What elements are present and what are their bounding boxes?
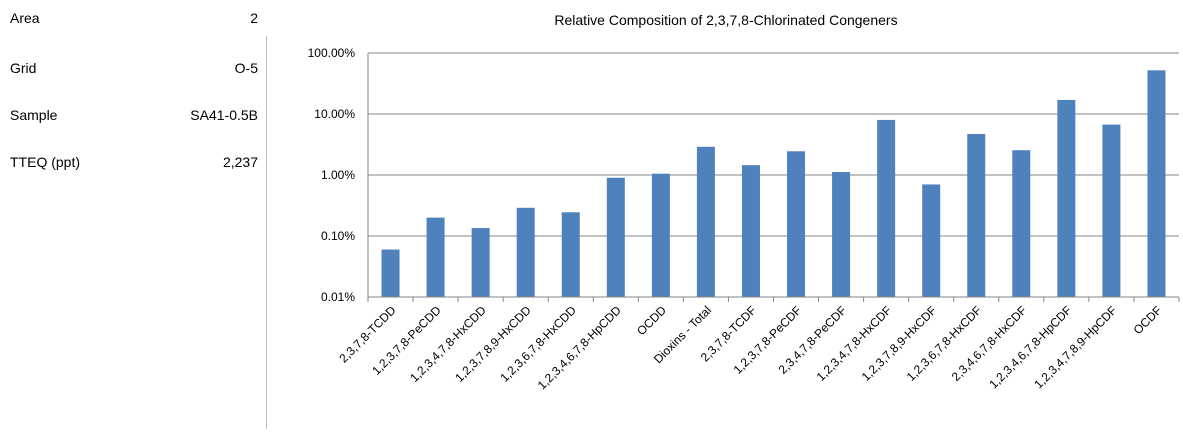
x-tick-label: 1,2,3,4,6,7,8-HpCDD — [535, 303, 624, 392]
bar — [877, 119, 896, 297]
y-tick-label: 10.00% — [314, 107, 355, 121]
info-row-tteq: TTEQ (ppt) 2,237 — [10, 154, 258, 172]
tteq-value: 2,237 — [222, 154, 258, 170]
x-tick-label: 1,2,3,6,7,8-HxCDF — [904, 303, 985, 384]
y-tick-label: 100.00% — [308, 46, 356, 60]
grid-label: Grid — [10, 60, 37, 76]
axes — [367, 53, 1180, 302]
bar — [832, 171, 851, 297]
bar — [1057, 99, 1076, 297]
tteq-label: TTEQ (ppt) — [10, 154, 81, 170]
panel-divider — [266, 36, 267, 429]
y-tick-label: 0.01% — [321, 290, 355, 304]
area-label: Area — [10, 10, 40, 26]
x-tick-label: 1,2,3,4,7,8,9-HpCDF — [1031, 303, 1119, 391]
bar — [471, 228, 490, 297]
bar — [1102, 124, 1121, 297]
bar — [787, 151, 806, 297]
info-row-area: Area 2 — [10, 10, 258, 28]
bars — [381, 70, 1166, 298]
bar — [516, 207, 535, 297]
x-tick-label: OCDF — [1131, 303, 1165, 337]
info-row-grid: Grid O-5 — [10, 60, 258, 78]
y-tick-label: 1.00% — [321, 168, 355, 182]
bar — [381, 249, 400, 297]
bar — [922, 184, 941, 297]
x-tick-label: 1,2,3,6,7,8-HxCDD — [497, 303, 579, 385]
bar — [696, 146, 715, 297]
chart-container: Relative Composition of 2,3,7,8-Chlorina… — [268, 0, 1183, 429]
gridlines — [368, 52, 1179, 237]
x-tick-label: OCDD — [634, 303, 669, 338]
y-tick-label: 0.10% — [321, 229, 355, 243]
chart-title: Relative Composition of 2,3,7,8-Chlorina… — [554, 12, 897, 28]
info-row-sample: Sample SA41-0.5B — [10, 107, 258, 125]
bar — [741, 165, 760, 297]
x-tick-label: 1,2,3,4,6,7,8-HpCDF — [986, 303, 1074, 391]
bar — [1147, 70, 1166, 298]
congener-bar-chart: Relative Composition of 2,3,7,8-Chlorina… — [308, 12, 1180, 392]
x-tick-labels: 2,3,7,8-TCDD1,2,3,7,8-PeCDD1,2,3,4,7,8-H… — [336, 303, 1164, 392]
bar — [1012, 150, 1031, 297]
bar — [561, 212, 580, 297]
sample-value: SA41-0.5B — [190, 107, 258, 123]
x-tick-label: 2,3,4,6,7,8-HxCDF — [949, 303, 1030, 384]
x-tick-label: 1,2,3,7,8,9-HxCDF — [859, 303, 940, 384]
x-tick-label: 1,2,3,4,7,8-HxCDD — [407, 303, 489, 385]
x-tick-label: 1,2,3,4,7,8-HxCDF — [814, 303, 895, 384]
y-tick-labels: 100.00% 10.00% 1.00% 0.10% 0.01% — [308, 46, 356, 304]
bar — [426, 217, 445, 297]
area-value: 2 — [250, 10, 258, 26]
grid-value: O-5 — [234, 60, 258, 76]
bar — [651, 173, 670, 297]
x-tick-label: 1,2,3,7,8,9-HxCDD — [452, 303, 534, 385]
bar — [967, 134, 986, 297]
sample-label: Sample — [10, 107, 58, 123]
bar — [606, 177, 625, 297]
